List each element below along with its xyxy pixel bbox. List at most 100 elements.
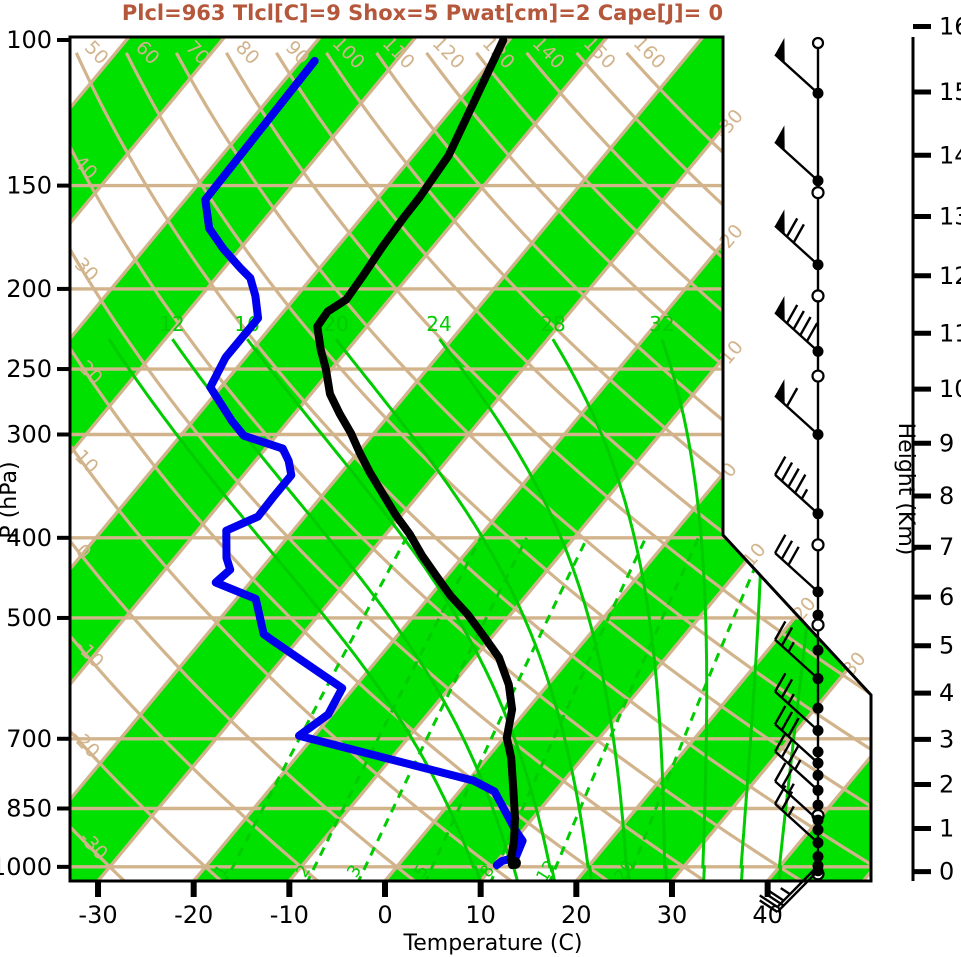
wind-barb-staff	[774, 638, 819, 680]
height-tick-label: 3	[939, 725, 954, 753]
mixing-ratio-line	[423, 537, 589, 881]
wind-barb-feather	[774, 762, 787, 782]
temperature-tick-label: 30	[657, 901, 688, 929]
height-tick-label: 4	[939, 679, 954, 707]
wind-profile	[759, 36, 825, 913]
wind-barb-feather	[792, 223, 805, 244]
mixing-ratio-line	[222, 537, 408, 881]
wind-barb-staff	[774, 802, 819, 844]
wind-barb-staff	[774, 750, 819, 792]
temperature-tick-label: 0	[377, 901, 392, 929]
temperature-tick-label: 20	[561, 901, 592, 929]
wind-barb-feather	[792, 310, 805, 330]
wind-barb-feather	[785, 304, 799, 324]
dry-adiabat-left-label: -20	[67, 725, 104, 763]
isotherm-line	[70, 37, 322, 881]
wind-station-dot	[812, 746, 824, 758]
wind-barb	[774, 534, 819, 593]
dry-adiabat-line	[70, 52, 420, 881]
wind-barb-staff	[774, 53, 819, 95]
wind-barb	[774, 785, 819, 844]
wind-barb	[774, 620, 819, 680]
wind-barb-feather	[787, 744, 800, 765]
mixing-ratio-line	[547, 537, 700, 881]
wind-barb-pennant	[775, 209, 785, 235]
pressure-tick-label: 850	[6, 794, 52, 822]
wind-barb-staff	[774, 141, 819, 182]
wind-barb-feather	[774, 785, 787, 805]
height-tick-label: 6	[939, 583, 954, 611]
height-tick-label: 11	[939, 319, 961, 347]
wind-barb-half-feather	[800, 488, 809, 500]
wind-barb-feather	[780, 768, 794, 788]
wind-barb	[759, 864, 819, 908]
wind-barb-staff	[774, 552, 819, 593]
chart-title: Plcl=963 Tlcl[C]=9 Shox=5 Pwat[cm]=2 Cap…	[121, 1, 724, 25]
moist-adiabat-line	[334, 338, 594, 881]
wind-barb-feather	[785, 387, 799, 407]
wind-station-dot	[812, 851, 824, 863]
plot-border	[68, 35, 873, 883]
isotherm-line	[0, 37, 33, 881]
pressure-tick-label: 500	[6, 604, 52, 632]
temperature-tick-label: 10	[465, 901, 496, 929]
wind-barb-feather	[774, 620, 787, 641]
dry-adiabat-line	[70, 52, 226, 881]
wind-barb-staff	[774, 723, 819, 764]
wind-barb-staff	[776, 869, 819, 913]
isotherm-line	[670, 37, 871, 881]
moist-adiabat-line	[660, 338, 709, 881]
wind-level-circle	[811, 538, 825, 552]
moist-adiabat-line	[551, 338, 668, 881]
wind-barb-feather	[799, 316, 812, 336]
mixing-ratio-label: 3	[343, 861, 366, 881]
moist-adiabat-line	[246, 338, 557, 881]
wind-barb	[774, 379, 819, 436]
wind-station-dot	[812, 644, 824, 656]
axes: 1001502002503004005007008501000-30-20-10…	[0, 13, 961, 929]
wind-station-dot	[812, 609, 824, 621]
wind-barb-feather	[765, 893, 785, 907]
wind-barb-feather	[780, 626, 794, 647]
wind-barb-feather	[774, 534, 787, 554]
pressure-tick-label: 300	[6, 421, 52, 449]
pressure-tick-label: 150	[6, 172, 52, 200]
wind-barb-feather	[780, 540, 794, 560]
wind-barb-feather	[780, 711, 794, 731]
wind-level-circle	[811, 289, 825, 303]
wind-station-dot	[812, 799, 824, 811]
pressure-tick-label: 200	[6, 275, 52, 303]
wind-barb-pennant	[775, 379, 785, 405]
dry-adiabat-line	[325, 51, 871, 881]
wind-barb-feather	[787, 468, 800, 488]
wind-barb-staff	[774, 780, 819, 822]
wind-barb-feather	[759, 899, 779, 913]
wind-barb-half-feather	[787, 783, 795, 794]
moist-adiabat-label: 28	[540, 312, 565, 336]
wind-barb	[774, 37, 819, 95]
temperature-curve	[313, 36, 519, 870]
height-tick-label: 10	[939, 375, 961, 403]
dry-adiabat-line	[70, 52, 808, 881]
wind-barb-staff	[774, 690, 819, 732]
moist-adiabat-line	[438, 338, 631, 881]
wind-barb-pennant	[775, 295, 785, 322]
wind-barb-staff	[776, 864, 819, 908]
isotherm-line	[288, 37, 871, 881]
mixing-ratio-line	[355, 537, 528, 881]
moist-adiabat-label: 12	[159, 312, 184, 336]
isotherm-line	[70, 37, 226, 881]
wind-barb	[774, 125, 819, 182]
isotherm-line	[70, 37, 609, 881]
wind-station-dot	[812, 824, 824, 836]
wind-barb-feather	[774, 732, 787, 753]
moist-adiabat-label: 32	[649, 312, 674, 336]
green-band	[576, 37, 871, 881]
dry-adiabat-line	[525, 51, 871, 881]
wind-barb-feather	[787, 717, 800, 737]
wind-barb-feather	[794, 474, 807, 494]
wind-barb-feather	[805, 322, 819, 342]
wind-barb-feather	[774, 455, 787, 476]
green-band	[0, 37, 33, 881]
wind-barb-half-feather	[780, 887, 791, 896]
